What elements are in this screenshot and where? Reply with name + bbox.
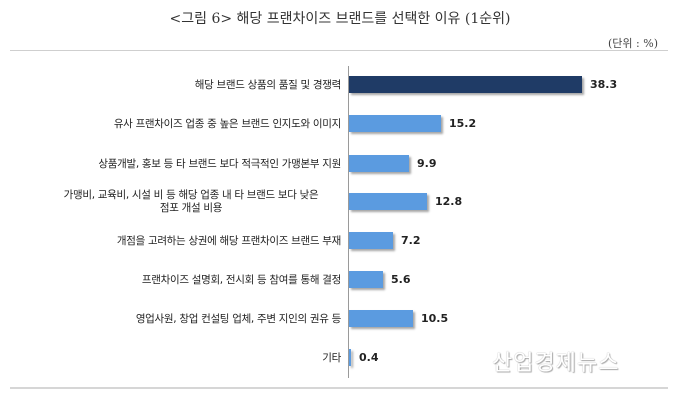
chart-title: <그림 6> 해당 프랜차이즈 브랜드를 선택한 이유 (1순위) [169,11,511,27]
bar-row: 가맹비, 교육비, 시설 비 등 해당 업종 내 타 브랜드 보다 낮은 점포 … [0,189,680,214]
bar-row: 기타 0.4 [0,349,680,367]
bar-value: 10.5 [421,312,449,325]
bar-row: 개점을 고려하는 상권에 해당 프랜차이즈 브랜드 부재 7.2 [0,232,680,250]
bar-label: 해당 브랜드 상품의 품질 및 경쟁력 [194,78,342,91]
watermark: 산업경제뉴스 [492,351,620,376]
bar-value: 9.9 [417,157,437,170]
bar-label: 프랜차이즈 설명회, 전시회 등 참여를 통해 결정 [141,273,341,286]
bar [349,115,441,132]
bar-label-line1: 가맹비, 교육비, 시설 비 등 해당 업종 내 타 브랜드 보다 낮은 [63,189,319,201]
bar [349,155,409,172]
bar-value: 12.8 [435,195,463,208]
bottom-divider [10,387,668,389]
bar-value: 5.6 [391,273,411,286]
bar-label: 가맹비, 교육비, 시설 비 등 해당 업종 내 타 브랜드 보다 낮은 점포 … [41,185,341,219]
bar [349,271,383,288]
bar-label: 유사 프랜차이즈 업종 중 높은 브랜드 인지도와 이미지 [113,117,341,130]
bar [349,349,351,366]
bar-value: 7.2 [401,234,421,247]
bar-label: 상품개발, 홍보 등 타 브랜드 보다 적극적인 가맹본부 지원 [98,157,341,170]
bar-highlighted [349,76,582,93]
bar-row: 영업사원, 창업 컨설팅 업체, 주변 지인의 권유 등 10.5 [0,310,680,328]
unit-label: (단위 : %) [608,37,658,50]
bar [349,310,413,327]
bar [349,193,427,210]
bar-value: 38.3 [590,78,618,91]
bar-value: 15.2 [449,117,477,130]
bar-label: 기타 [322,351,341,364]
bar-label: 영업사원, 창업 컨설팅 업체, 주변 지인의 권유 등 [135,312,341,325]
bar-row: 해당 브랜드 상품의 품질 및 경쟁력 38.3 [0,76,680,94]
category-axis [348,66,349,378]
bar-row: 프랜차이즈 설명회, 전시회 등 참여를 통해 결정 5.6 [0,271,680,289]
bar-label-line2: 점포 개설 비용 [159,202,223,214]
bar-label: 개점을 고려하는 상권에 해당 프랜차이즈 브랜드 부재 [116,234,341,247]
bar-value: 0.4 [359,351,379,364]
bar-row: 유사 프랜차이즈 업종 중 높은 브랜드 인지도와 이미지 15.2 [0,115,680,133]
top-divider [10,50,668,51]
bar-row: 상품개발, 홍보 등 타 브랜드 보다 적극적인 가맹본부 지원 9.9 [0,155,680,173]
bar [349,232,393,249]
